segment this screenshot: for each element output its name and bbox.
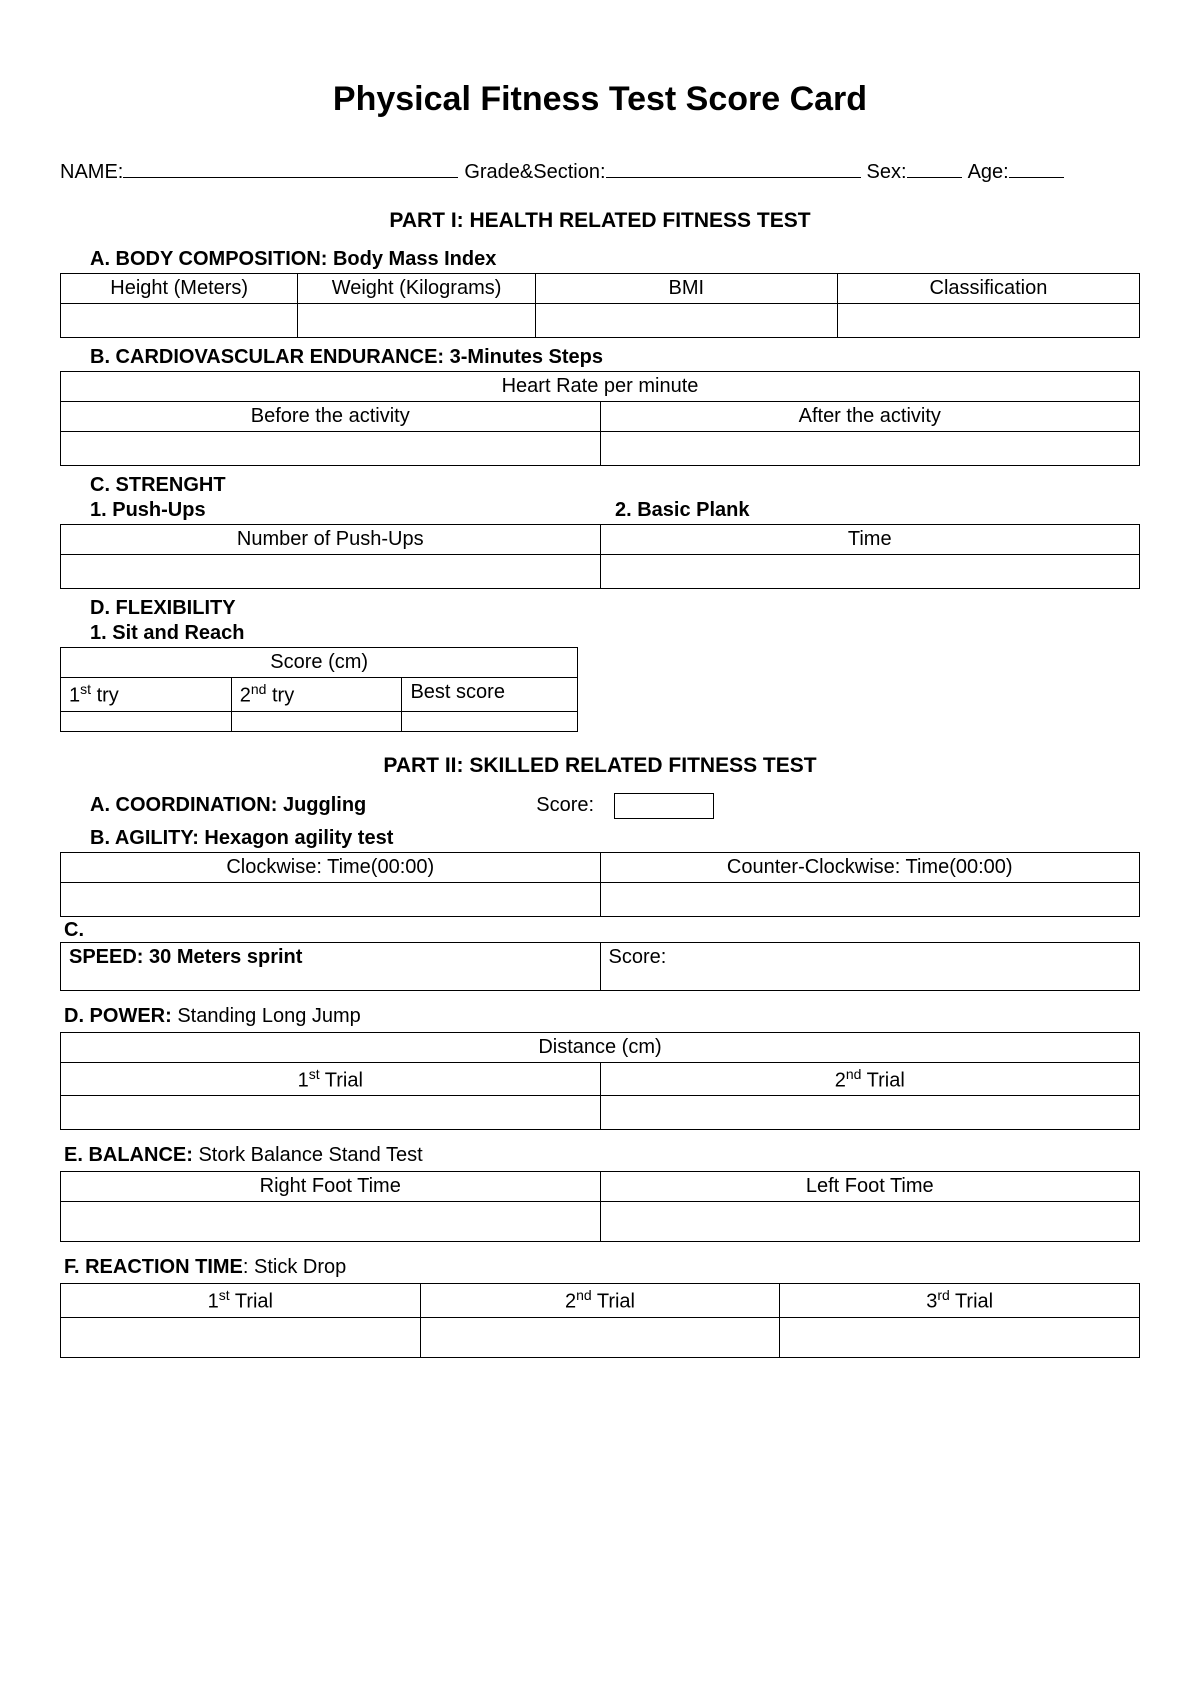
- name-blank[interactable]: [123, 154, 458, 178]
- col-weight: Weight (Kilograms): [298, 274, 535, 304]
- input-try1[interactable]: [61, 711, 232, 731]
- balance-heading: E. BALANCE: Stork Balance Stand Test: [64, 1144, 1140, 1167]
- col-height: Height (Meters): [61, 274, 298, 304]
- age-blank[interactable]: [1009, 154, 1064, 178]
- input-best[interactable]: [402, 711, 578, 731]
- plank-label: 2. Basic Plank: [615, 499, 1140, 522]
- agility-heading: B. AGILITY: Hexagon agility test: [90, 827, 1140, 850]
- coordination-heading: A. COORDINATION: Juggling: [90, 794, 366, 817]
- col-right-foot: Right Foot Time: [61, 1172, 601, 1202]
- section-d-heading: D. FLEXIBILITY: [90, 597, 1140, 620]
- part1-title: PART I: HEALTH RELATED FITNESS TEST: [60, 209, 1140, 233]
- col-before: Before the activity: [61, 402, 601, 432]
- col-try1: 1st try: [61, 678, 232, 712]
- col-after: After the activity: [600, 402, 1140, 432]
- sit-reach-label: 1. Sit and Reach: [90, 622, 1140, 645]
- col-trial2: 2nd Trial: [600, 1062, 1140, 1096]
- col-pushups: Number of Push-Ups: [61, 525, 601, 555]
- col-classification: Classification: [837, 274, 1139, 304]
- speed-table: SPEED: 30 Meters sprint Score:: [60, 942, 1140, 991]
- power-header: Distance (cm): [61, 1032, 1140, 1062]
- input-pushups[interactable]: [61, 555, 601, 589]
- flexibility-table: Score (cm) 1st try 2nd try Best score: [60, 647, 578, 732]
- section-c2-heading: C.: [64, 919, 1140, 942]
- reaction-table: 1st Trial 2nd Trial 3rd Trial: [60, 1283, 1140, 1358]
- pushups-label: 1. Push-Ups: [90, 499, 615, 522]
- input-r-trial1[interactable]: [61, 1317, 421, 1357]
- balance-table: Right Foot Time Left Foot Time: [60, 1171, 1140, 1242]
- input-bmi[interactable]: [535, 304, 837, 338]
- col-r-trial2: 2nd Trial: [420, 1284, 780, 1318]
- col-bmi: BMI: [535, 274, 837, 304]
- name-label: NAME:: [60, 161, 123, 184]
- col-counter: Counter-Clockwise: Time(00:00): [600, 852, 1140, 882]
- part2-title: PART II: SKILLED RELATED FITNESS TEST: [60, 754, 1140, 778]
- flex-header: Score (cm): [61, 648, 578, 678]
- col-trial1: 1st Trial: [61, 1062, 601, 1096]
- power-table: Distance (cm) 1st Trial 2nd Trial: [60, 1032, 1140, 1131]
- input-left-foot[interactable]: [600, 1202, 1140, 1242]
- reaction-heading: F. REACTION TIME: Stick Drop: [64, 1256, 1140, 1279]
- coord-score-box[interactable]: [614, 793, 714, 819]
- cardio-table: Heart Rate per minute Before the activit…: [60, 371, 1140, 466]
- col-r-trial1: 1st Trial: [61, 1284, 421, 1318]
- grade-blank[interactable]: [606, 154, 861, 178]
- input-after[interactable]: [600, 432, 1140, 466]
- cardio-header: Heart Rate per minute: [61, 372, 1140, 402]
- input-r-trial2[interactable]: [420, 1317, 780, 1357]
- input-power-trial2[interactable]: [600, 1096, 1140, 1130]
- col-left-foot: Left Foot Time: [600, 1172, 1140, 1202]
- student-info-line: NAME: Grade&Section: Sex: Age:: [60, 154, 1140, 184]
- sex-blank[interactable]: [907, 154, 962, 178]
- input-height[interactable]: [61, 304, 298, 338]
- grade-label: Grade&Section:: [464, 161, 605, 184]
- section-c-heading: C. STRENGHT: [90, 474, 1140, 497]
- speed-score-cell[interactable]: Score:: [600, 942, 1140, 990]
- input-r-trial3[interactable]: [780, 1317, 1140, 1357]
- input-plank-time[interactable]: [600, 555, 1140, 589]
- col-best: Best score: [402, 678, 578, 712]
- input-counter[interactable]: [600, 882, 1140, 916]
- col-try2: 2nd try: [231, 678, 402, 712]
- col-time: Time: [600, 525, 1140, 555]
- speed-label: SPEED: 30 Meters sprint: [61, 942, 601, 990]
- input-classification[interactable]: [837, 304, 1139, 338]
- sex-label: Sex:: [867, 161, 907, 184]
- input-power-trial1[interactable]: [61, 1096, 601, 1130]
- col-clockwise: Clockwise: Time(00:00): [61, 852, 601, 882]
- input-clockwise[interactable]: [61, 882, 601, 916]
- age-label: Age:: [968, 161, 1009, 184]
- coord-score-label: Score:: [536, 794, 594, 817]
- agility-table: Clockwise: Time(00:00) Counter-Clockwise…: [60, 852, 1140, 917]
- power-heading: D. POWER: Standing Long Jump: [64, 1005, 1140, 1028]
- section-a-heading: A. BODY COMPOSITION: Body Mass Index: [90, 248, 1140, 271]
- section-b-heading: B. CARDIOVASCULAR ENDURANCE: 3-Minutes S…: [90, 346, 1140, 369]
- input-right-foot[interactable]: [61, 1202, 601, 1242]
- input-weight[interactable]: [298, 304, 535, 338]
- input-try2[interactable]: [231, 711, 402, 731]
- page-title: Physical Fitness Test Score Card: [60, 80, 1140, 119]
- input-before[interactable]: [61, 432, 601, 466]
- col-r-trial3: 3rd Trial: [780, 1284, 1140, 1318]
- body-composition-table: Height (Meters) Weight (Kilograms) BMI C…: [60, 273, 1140, 338]
- strength-table: Number of Push-Ups Time: [60, 524, 1140, 589]
